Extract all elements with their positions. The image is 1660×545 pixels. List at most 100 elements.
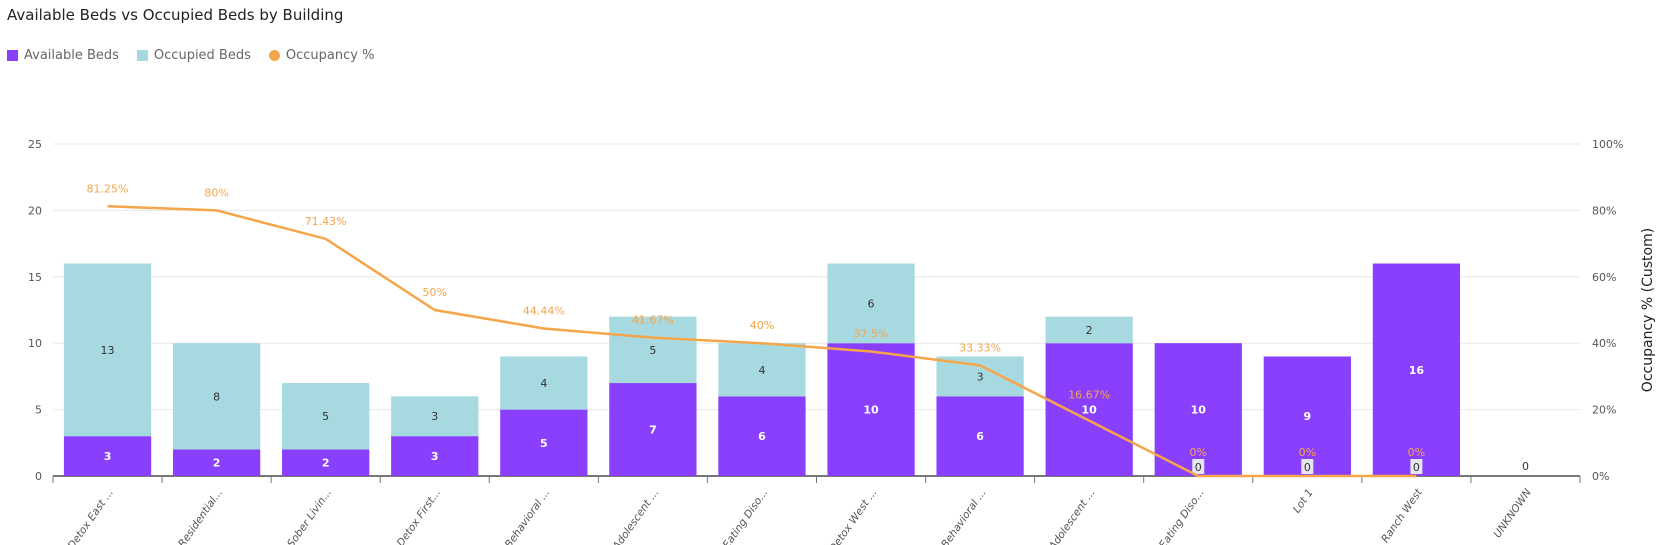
occupancy-label: 33.33% [959, 341, 1001, 354]
y-tick-label: 25 [28, 138, 42, 151]
legend-swatch [268, 50, 280, 61]
x-tick-label: Adolescent ... [1046, 487, 1097, 545]
occupancy-line [107, 205, 1417, 478]
bar-label-available: 3 [431, 450, 439, 463]
legend-item-occupancy[interactable]: Occupancy % [268, 48, 375, 63]
bar-label-occupied: 0 [1195, 461, 1202, 474]
bar-available-beds [1154, 343, 1242, 476]
bar-label-total: 0 [1522, 460, 1529, 473]
occupancy-label: 71.43% [305, 215, 347, 228]
bar-label-available: 10 [1191, 404, 1207, 417]
occupancy-label: 80% [204, 186, 228, 199]
bar-label-available: 2 [322, 457, 330, 470]
bar-label-available: 9 [1303, 410, 1311, 423]
occupancy-label: 44.44% [523, 304, 565, 317]
y2-tick-label: 0% [1592, 470, 1609, 483]
legend-item-available-beds[interactable]: Available Beds [7, 48, 119, 63]
occupancy-label: 40% [750, 319, 774, 332]
y-tick-label: 15 [28, 271, 42, 284]
x-tick-label: Eating Diso... [721, 487, 771, 545]
bar-occupied-beds [827, 263, 915, 344]
bar-label-occupied-bg [1301, 459, 1314, 474]
occupancy-label: 0% [1190, 446, 1207, 459]
bar-label-occupied: 8 [213, 390, 220, 403]
bar-label-available: 5 [540, 437, 548, 450]
bar-occupied-beds [718, 343, 806, 397]
bar-label-available: 16 [1409, 364, 1425, 377]
bar-label-occupied: 4 [540, 377, 547, 390]
bar-occupied-beds [500, 356, 588, 410]
occupancy-label: 81.25% [87, 182, 129, 195]
occupancy-label: 0% [1299, 446, 1316, 459]
bar-label-available: 6 [758, 430, 766, 443]
y2-tick-label: 20% [1592, 404, 1616, 417]
bar-label-available: 3 [104, 450, 112, 463]
occupancy-label: 0% [1408, 446, 1425, 459]
bar-label-occupied: 3 [431, 410, 438, 423]
y-tick-label: 0 [35, 470, 42, 483]
chart-title: Available Beds vs Occupied Beds by Build… [7, 6, 344, 24]
bar-label-occupied-bg [1192, 459, 1205, 474]
bar-available-beds [936, 396, 1024, 476]
bar-label-occupied: 0 [1413, 461, 1420, 474]
legend-item-occupied-beds[interactable]: Occupied Beds [136, 48, 251, 63]
x-tick-label: Residential... [176, 487, 225, 545]
bar-occupied-beds [172, 343, 261, 450]
x-tick-label: Behavioral ... [503, 487, 553, 545]
bar-available-beds [282, 449, 370, 476]
bar-available-beds [609, 383, 697, 476]
bar-label-occupied: 5 [322, 410, 329, 423]
bar-label-occupied: 3 [977, 370, 984, 383]
occupancy-label: 50% [423, 286, 447, 299]
x-tick-label: Detox West ... [827, 487, 880, 545]
x-tick-label: Sober Livin... [285, 487, 334, 545]
occupancy-label: 16.67% [1068, 389, 1110, 402]
bar-label-occupied-bg [1410, 459, 1423, 474]
bar-label-available: 10 [1082, 404, 1098, 417]
x-tick-label: Behavioral ... [939, 487, 989, 545]
bar-occupied-beds [936, 356, 1024, 397]
bar-occupied-beds [391, 396, 479, 437]
bar-available-beds [827, 343, 915, 476]
bar-available-beds [1372, 263, 1461, 476]
occupancy-label: 41.67% [632, 314, 674, 327]
legend-label: Available Beds [24, 48, 119, 63]
bar-occupied-beds [1045, 316, 1133, 344]
bar-label-available: 6 [976, 430, 984, 443]
y-tick-label: 5 [35, 404, 42, 417]
bar-available-beds [172, 449, 261, 476]
legend-label: Occupied Beds [153, 48, 251, 63]
y-tick-label: 20 [28, 204, 42, 217]
y2-tick-label: 100% [1592, 138, 1623, 151]
bar-occupied-beds [63, 263, 152, 437]
bar-label-occupied: 13 [101, 344, 115, 357]
y2-tick-label: 40% [1592, 337, 1616, 350]
x-tick-label: Ranch West [1379, 486, 1425, 545]
bar-occupied-beds [609, 316, 697, 384]
y2-tick-label: 60% [1592, 271, 1616, 284]
bar-label-available: 2 [213, 457, 221, 470]
bar-label-available: 7 [649, 424, 657, 437]
legend-swatch [136, 50, 148, 61]
bar-available-beds [1263, 356, 1351, 476]
bar-label-occupied: 4 [758, 364, 765, 377]
legend-swatch [7, 50, 18, 61]
bar-available-beds [63, 436, 152, 476]
bar-label-available: 10 [863, 404, 879, 417]
y2-tick-label: 80% [1592, 204, 1616, 217]
bar-label-occupied: 6 [868, 297, 875, 310]
bar-occupied-beds [282, 383, 370, 450]
x-tick-label: Eating Diso... [1157, 487, 1207, 545]
x-tick-label: Adolescent ... [610, 487, 661, 545]
occupancy-label: 37.5% [854, 328, 889, 341]
bar-available-beds [500, 409, 588, 476]
y-tick-label: 10 [28, 337, 42, 350]
y2-axis-title: Occupancy % (Custom) [1640, 228, 1656, 392]
legend-label: Occupancy % [285, 48, 375, 63]
x-tick-label: Lot 1 [1291, 487, 1316, 516]
bar-label-occupied: 5 [649, 344, 656, 357]
x-tick-label: Detox First... [395, 487, 444, 545]
bar-label-occupied: 2 [1086, 324, 1093, 337]
bar-available-beds [1045, 343, 1133, 476]
